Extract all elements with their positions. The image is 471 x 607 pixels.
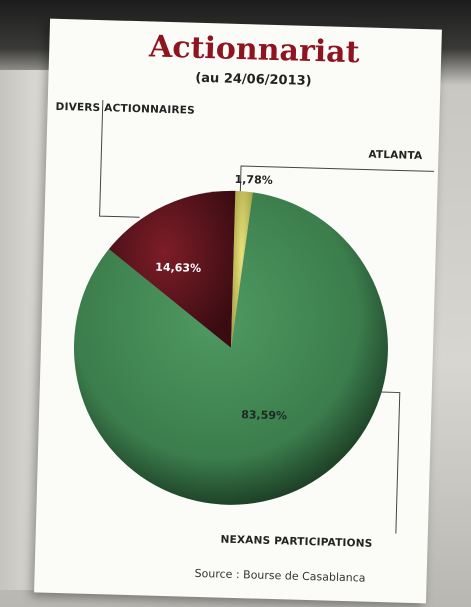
value-label-atlanta: 1,78%: [234, 173, 273, 187]
pie-chart: 1,78% 83,59% 14,63%: [73, 100, 434, 534]
value-label-nexans-participations: 83,59%: [241, 408, 287, 422]
chart-card: Actionnariat (au 24/06/2013) DIVERS ACTI…: [34, 18, 442, 604]
pie-slice-nexans-participations: [73, 192, 388, 505]
leader-line: [99, 100, 140, 218]
pie-slice-divers-actionnaires: [108, 190, 236, 348]
leader-line: [239, 165, 434, 194]
value-label-divers-actionnaires: 14,63%: [155, 261, 201, 275]
leader-line: [379, 391, 401, 534]
pie-slice-atlanta: [230, 190, 253, 348]
